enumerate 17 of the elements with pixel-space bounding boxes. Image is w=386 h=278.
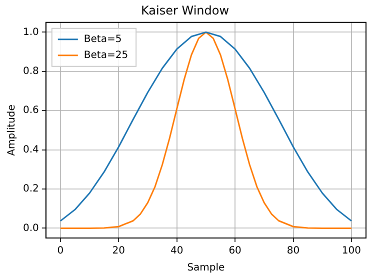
x-tick-label: 0: [57, 246, 64, 257]
legend-label: Beta=25: [84, 50, 128, 61]
y-tick-label: 0.0: [22, 222, 39, 234]
y-tick-label: 1.0: [22, 26, 39, 38]
chart-title: Kaiser Window: [140, 3, 230, 18]
y-tick-label: 0.2: [22, 184, 39, 195]
x-tick-label: 40: [170, 246, 184, 257]
x-tick-label: 60: [228, 246, 242, 257]
y-axis-title: Amplitude: [6, 104, 18, 156]
y-tick-label: 0.6: [22, 105, 39, 116]
x-tick-label: 80: [286, 246, 300, 257]
x-tick-label: 100: [342, 246, 361, 257]
y-tick-label: 0.4: [22, 144, 39, 156]
y-tick-label: 0.8: [22, 66, 39, 77]
x-axis-title: Sample: [187, 262, 225, 274]
x-tick-label: 20: [112, 246, 126, 257]
legend-label: Beta=5: [84, 34, 122, 45]
